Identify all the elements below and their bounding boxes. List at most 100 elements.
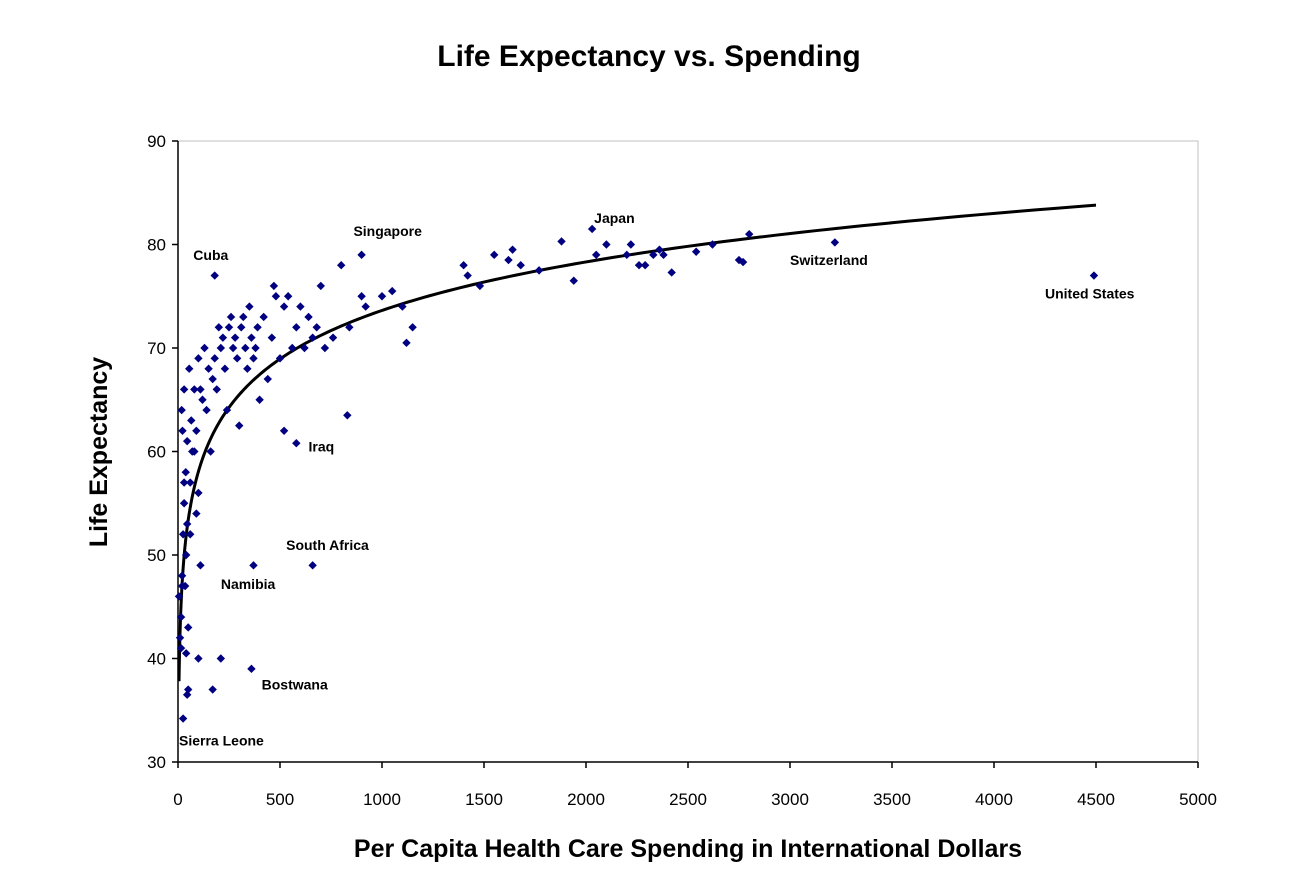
y-tick-label: 50 (147, 546, 166, 565)
x-tick-label: 3500 (873, 790, 911, 809)
data-point (292, 323, 301, 332)
data-point (200, 343, 209, 353)
data-point (283, 292, 293, 301)
data-point (175, 633, 185, 642)
y-tick-label: 70 (147, 339, 166, 358)
data-point (196, 385, 205, 394)
data-point (745, 229, 754, 239)
y-tick-label: 40 (147, 650, 166, 669)
data-point (292, 439, 301, 448)
data-point (357, 250, 366, 260)
data-point (259, 312, 268, 322)
data-point (251, 343, 260, 353)
x-tick-label: 2000 (567, 790, 605, 809)
data-point (649, 250, 658, 260)
data-point (241, 343, 250, 353)
data-point (279, 302, 289, 311)
data-point (269, 281, 279, 291)
data-point (210, 271, 219, 280)
data-point (232, 354, 242, 363)
data-point (408, 323, 417, 332)
data-point (194, 654, 203, 663)
annotation-label: Switzerland (790, 252, 868, 268)
annotation-label: Sierra Leone (179, 732, 264, 748)
data-point (198, 395, 207, 404)
data-point (181, 550, 191, 560)
data-point (667, 268, 676, 277)
data-point (1089, 271, 1099, 280)
data-point (181, 468, 190, 477)
annotation-label: United States (1045, 285, 1135, 301)
data-point (182, 519, 192, 529)
data-point (320, 343, 330, 353)
data-point (304, 312, 313, 322)
data-point (337, 261, 346, 270)
data-point (557, 237, 566, 246)
data-point (312, 323, 321, 332)
data-point (202, 405, 211, 415)
data-point (190, 447, 199, 456)
data-point (622, 250, 631, 260)
x-tick-label: 4000 (975, 790, 1013, 809)
data-point (179, 385, 189, 394)
annotation-label: Cuba (193, 247, 228, 263)
data-point (224, 323, 234, 332)
data-point (237, 323, 246, 332)
data-point (708, 240, 717, 249)
data-point (187, 416, 196, 425)
data-point (196, 561, 205, 570)
x-tick-label: 2500 (669, 790, 707, 809)
annotation-label: Namibia (221, 576, 276, 592)
data-point (402, 338, 411, 348)
data-point (296, 302, 305, 311)
annotation-label: Bostwana (262, 677, 328, 693)
data-point (178, 714, 188, 723)
annotation-label: Japan (594, 210, 634, 226)
data-point (253, 323, 262, 332)
data-point (239, 312, 248, 322)
data-point (655, 245, 664, 254)
data-point (361, 302, 370, 311)
data-point (516, 261, 525, 270)
data-point (504, 255, 513, 265)
data-point (190, 385, 199, 394)
data-point (459, 261, 468, 270)
data-point (192, 509, 201, 518)
data-point (208, 685, 217, 694)
country-annotations: Cuba Singapore Japan Switzerland United Stat… (179, 210, 1135, 749)
data-point (602, 240, 611, 249)
data-point (263, 374, 272, 384)
data-point (177, 581, 187, 591)
data-point (206, 447, 215, 456)
data-point (508, 245, 517, 254)
data-point (592, 250, 601, 260)
trend-line (177, 203, 1097, 682)
x-tick-label: 1000 (363, 790, 401, 809)
data-point (192, 426, 201, 435)
data-point (249, 561, 258, 570)
data-point (208, 374, 217, 384)
data-point (247, 333, 256, 342)
data-point (316, 281, 325, 291)
data-point (194, 354, 203, 363)
y-tick-label: 90 (147, 132, 166, 151)
y-tick-label: 30 (147, 753, 166, 772)
data-point (738, 257, 748, 267)
data-point (186, 478, 195, 487)
data-point (184, 623, 193, 632)
data-point (247, 664, 256, 674)
data-point (249, 354, 258, 363)
data-point (176, 643, 186, 653)
data-point (308, 561, 317, 570)
data-points (174, 224, 1099, 723)
data-point (569, 276, 578, 285)
data-point (275, 354, 285, 363)
data-point (398, 302, 407, 311)
x-axis-title: Per Capita Health Care Spending in Inter… (354, 835, 1022, 863)
data-point (176, 612, 186, 622)
data-point (210, 354, 219, 363)
data-point (279, 426, 289, 435)
y-tick-label: 60 (147, 443, 166, 462)
data-point (184, 685, 193, 694)
data-point (345, 323, 354, 332)
